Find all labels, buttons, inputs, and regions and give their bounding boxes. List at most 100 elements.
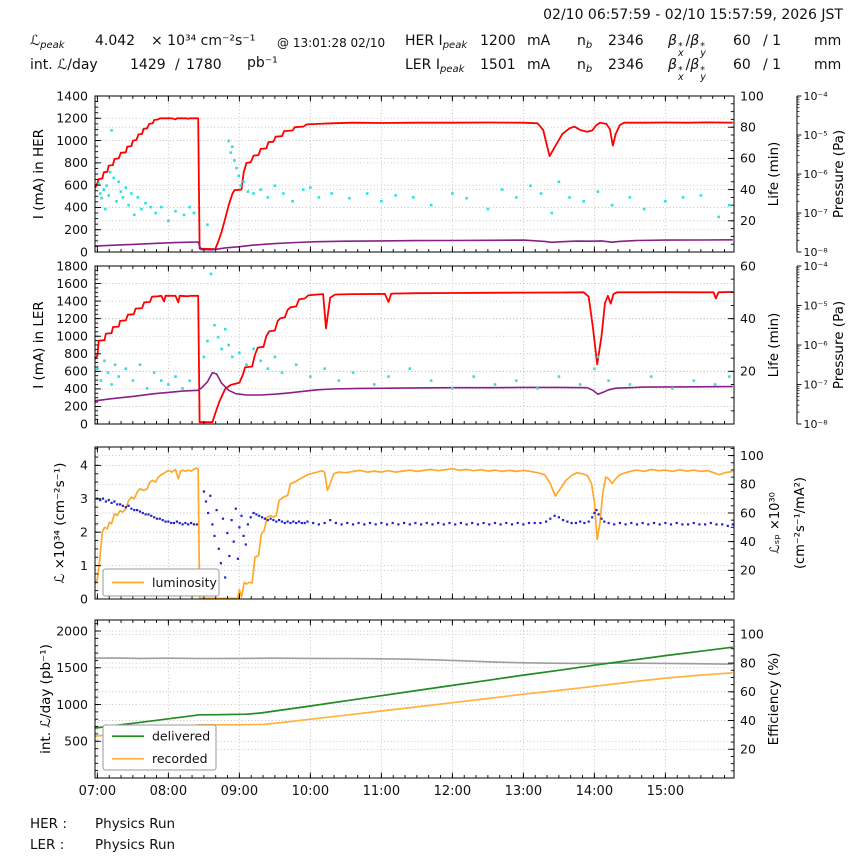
y-tick-label: 1600 [56,276,88,291]
tick-labels: 0 200 400 600 800 1000 1200 1400 20 40 60 80 100 10⁻⁴… [56,88,828,259]
y-tick-label: 400 [64,381,88,396]
y-tick-label: 1400 [56,293,88,308]
right-tick-label: 100 [740,627,764,642]
y-tick-label: 4 [80,458,88,473]
her-nb-value: 2346 [608,33,644,49]
ler-nb-value: 2346 [608,57,644,73]
pressure-axis-label: Pressure (Pa) [831,130,847,218]
x-tick-label: 09:00 [221,784,258,799]
lsp-axis-label-line2: (cm⁻²s⁻¹/mA²) [793,477,808,569]
y-tick-label: 400 [64,200,88,215]
right-tick-label: 100 [740,448,764,463]
legend-label: delivered [152,729,210,744]
right-tick-label: 20 [740,213,756,228]
pressure-tick-label: 10⁻⁸ [804,246,829,259]
pressure-tick-label: 10⁻⁴ [804,260,829,273]
pressure-tick-label: 10⁻⁵ [804,299,828,312]
ler-panel: 0 200 400 600 800 1000 1200 1400 1600 1800 20 40 60 1… [31,258,847,431]
specific-luminosity-points [96,490,734,579]
pressure-tick-label: 10⁻⁴ [804,90,829,103]
y-tick-label: 600 [64,177,88,192]
int-lumi-slash: / [175,57,180,73]
y-tick-label: 0 [80,591,88,606]
her-beta-label: β * x/β * y [668,33,706,59]
y-tick-label: 1 [80,558,88,573]
right-tick-label: 40 [740,182,756,197]
integrated-panel: 500 1000 1500 2000 20 40 60 80 100 07:00 08:00 09:0… [38,619,782,799]
right-tick-label: 60 [740,505,756,520]
right-tick-label: 20 [740,563,756,578]
integrated-ylabel: int. ℒ/day (pb⁻¹) [38,644,54,754]
plot-frame [94,446,735,600]
lsp-axis-label-line1: ℒₛₚ ×10³⁰ [768,492,783,554]
x-tick-label: 08:00 [150,784,187,799]
y-tick-label: 1000 [56,329,88,344]
her-panel: 0 200 400 600 800 1000 1200 1400 20 40 60 80 100 10⁻⁴… [31,88,847,259]
y-tick-label: 1200 [56,311,88,326]
y-tick-label: 3 [80,491,88,506]
x-tick-label: 13:00 [505,784,542,799]
y-tick-label: 1000 [56,133,88,148]
int-lumi-recorded: 1429 [130,57,166,73]
gridlines [95,620,734,778]
tick-labels: 0 200 400 600 800 1000 1200 1400 1600 1800 20 40 60 1… [56,258,828,431]
luminosity-legend: luminosity [102,568,220,597]
gridlines [95,96,734,252]
tick-labels: 500 1000 1500 2000 20 40 60 80 100 07:00 08:00 09:0… [56,623,764,799]
pressure-tick-label: 10⁻⁶ [804,168,829,181]
her-ipeak-value: 1200 [480,33,516,49]
int-lumi-delivered: 1780 [186,57,222,73]
luminosity-line [95,467,733,599]
ler-status-label: LER : [30,837,65,853]
x-tick-label: 14:00 [576,784,613,799]
y-tick-label: 1800 [56,258,88,273]
ler-nb-label: nb [577,57,593,75]
delivered-line [95,646,733,729]
ler-ylabel: I (mA) in LER [31,301,47,389]
ler-current-line [95,291,733,424]
right-tick-label: 60 [740,258,756,273]
peak-lumi-unit: × 10³⁴ cm⁻²s⁻¹ [151,33,256,49]
her-betay-value: / 1 [763,33,782,49]
pressure-axis-label: Pressure (Pa) [831,301,847,389]
plot-frame [94,265,735,425]
pressure-tick-label: 10⁻⁷ [804,207,828,220]
her-beta-unit: mm [814,33,842,49]
ler-beta-label: β * x/β * y [668,57,706,83]
integrated-legend: delivered recorded [102,724,217,771]
ler-beta-unit: mm [814,57,842,73]
her-status-value: Physics Run [95,816,176,832]
pressure-tick-label: 10⁻⁸ [804,418,829,431]
y-tick-label: 200 [64,399,88,414]
pressure-tick-label: 10⁻⁶ [804,339,829,352]
her-status-label: HER : [30,816,67,832]
peak-lumi-value: 4.042 [95,33,136,49]
her-ipeak-unit: mA [527,33,551,49]
plot-frame [94,95,735,253]
her-ylabel: I (mA) in HER [31,129,47,219]
luminosity-panel: 0 1 2 3 4 20 40 60 80 100 ℒₛₚ ×10³⁰ (cm⁻²s⁻¹/mA²) ℒ … [52,446,808,606]
x-tick-label: 12:00 [434,784,471,799]
y-tick-label: 1400 [56,88,88,103]
y-tick-label: 2000 [56,623,88,638]
y-tick-label: 1200 [56,111,88,126]
x-tick-label: 15:00 [647,784,684,799]
axis-ticks [95,95,734,253]
life-axis-label: Life (min) [766,313,782,378]
ler-ipeak-value: 1501 [480,57,516,73]
x-tick-label: 07:00 [79,784,116,799]
x-tick-label: 10:00 [292,784,329,799]
int-lumi-unit: pb⁻¹ [247,55,278,71]
her-current-line [95,117,733,251]
ler-betay-value: / 1 [763,57,782,73]
ler-life-line [95,371,733,402]
y-tick-label: 0 [80,244,88,259]
eff-axis-label: Efficiency (%) [766,653,782,746]
right-tick-label: 20 [740,742,756,757]
int-lumi-label: int. ℒ/day [30,57,98,73]
y-tick-label: 2 [80,524,88,539]
y-tick-label: 1000 [56,697,88,712]
her-ipeak-label: HER Ipeak [405,33,468,51]
